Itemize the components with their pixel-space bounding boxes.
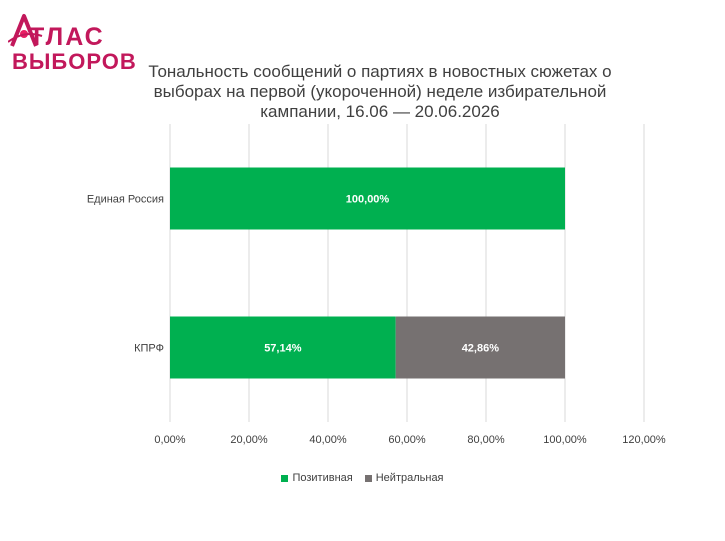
logo-text-line2: ВЫБОРОВ xyxy=(12,49,137,74)
x-tick-label: 20,00% xyxy=(230,434,268,446)
bar-segment xyxy=(170,316,396,379)
category-label: Единая Россия xyxy=(87,194,164,206)
chart-title: Тональность сообщений о партиях в новост… xyxy=(148,62,612,121)
data-label: 42,86% xyxy=(462,343,500,355)
legend-swatch xyxy=(281,474,289,482)
x-tick-label: 120,00% xyxy=(622,434,666,446)
logo-text-line1: ТЛАС xyxy=(29,23,105,51)
rocket-icon xyxy=(8,14,43,47)
x-tick-label: 40,00% xyxy=(309,434,347,446)
data-label: 100,00% xyxy=(346,194,390,206)
legend-swatch xyxy=(364,474,372,482)
legend-label: Нейтральная xyxy=(375,472,444,484)
brand-logo: ТЛАС ВЫБОРОВ xyxy=(8,12,136,74)
legend-item: Позитивная xyxy=(281,472,353,484)
legend-item: Нейтральная xyxy=(364,472,444,484)
x-tick-label: 60,00% xyxy=(388,434,426,446)
x-tick-label: 0,00% xyxy=(154,434,185,446)
bar-segment xyxy=(170,167,565,230)
x-tick-label: 80,00% xyxy=(467,434,505,446)
category-label: КПРФ xyxy=(134,343,164,355)
legend-label: Позитивная xyxy=(292,472,353,484)
chart-legend: Позитивная Нейтральная xyxy=(0,472,725,484)
bar-segment xyxy=(395,316,565,379)
x-tick-label: 100,00% xyxy=(543,434,587,446)
data-label: 57,14% xyxy=(264,343,302,355)
